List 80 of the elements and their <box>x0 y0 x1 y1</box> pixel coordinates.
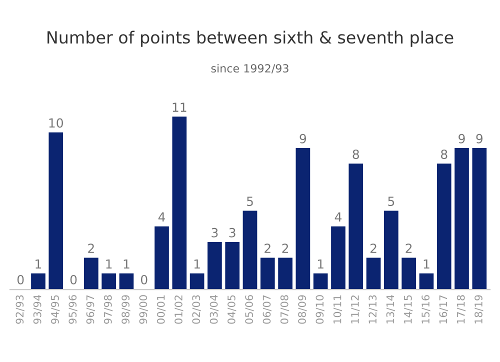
data-label: 1 <box>194 259 200 269</box>
bar <box>31 273 46 290</box>
data-label: 5 <box>246 196 253 206</box>
data-label: 10 <box>49 118 64 128</box>
bar <box>419 273 434 290</box>
x-tick-label: 02/03 <box>192 295 201 324</box>
data-label: 4 <box>334 212 342 222</box>
bar <box>208 242 222 290</box>
bar <box>454 148 469 290</box>
x-tick-label: 10/11 <box>333 295 342 324</box>
x-tick-label: 03/04 <box>210 295 219 324</box>
data-label: 0 <box>17 274 24 284</box>
x-tick-label: 05/06 <box>245 295 254 324</box>
data-label: 9 <box>458 134 465 144</box>
x-tick-label: 92/93 <box>16 295 24 324</box>
x-tick-label: 18/19 <box>474 295 484 324</box>
bar <box>154 226 169 290</box>
x-tick-label: 99/00 <box>139 295 148 324</box>
x-tick-label: 08/09 <box>298 295 307 324</box>
bar <box>84 258 98 290</box>
x-tick-label: 93/94 <box>33 295 42 324</box>
data-label: 1 <box>124 259 130 269</box>
data-label: 2 <box>406 244 412 253</box>
x-tick-label: 95/96 <box>68 295 78 324</box>
bar <box>260 258 275 290</box>
x-tick-label: 13/14 <box>386 295 396 324</box>
chart-title: Number of points between sixth & seventh place <box>48 30 454 47</box>
data-label: 9 <box>300 134 306 144</box>
data-label: 8 <box>440 150 448 160</box>
bar <box>278 258 292 290</box>
x-tick-label: 97/98 <box>104 295 113 324</box>
data-label: 2 <box>88 244 94 253</box>
chart-subtitle: since 1992/93 <box>211 64 288 74</box>
bar <box>366 258 381 290</box>
data-label: 2 <box>264 244 270 253</box>
bar <box>384 210 398 290</box>
data-label: 1 <box>36 259 42 269</box>
x-tick-label: 96/97 <box>86 295 96 324</box>
data-label: 11 <box>172 102 186 112</box>
data-label: 9 <box>476 134 483 144</box>
bar <box>190 273 204 290</box>
bar <box>172 116 187 290</box>
data-label: 1 <box>106 259 112 269</box>
data-label: 1 <box>424 259 430 269</box>
bar <box>436 164 452 290</box>
bar <box>472 148 487 290</box>
bar <box>225 242 240 290</box>
x-tick-label: 17/18 <box>456 295 466 324</box>
data-label: 5 <box>388 196 394 206</box>
x-tick-label: 00/01 <box>156 295 166 324</box>
x-tick-label: 06/07 <box>262 295 272 324</box>
data-label: 0 <box>70 274 77 284</box>
bar <box>331 226 346 290</box>
x-tick-label: 11/12 <box>351 296 360 324</box>
bar <box>119 273 134 290</box>
x-tick-label: 01/02 <box>174 296 184 324</box>
data-label: 8 <box>352 150 360 160</box>
x-tick-label: 12/13 <box>368 295 378 324</box>
data-label: 0 <box>140 274 148 284</box>
bar <box>313 273 328 290</box>
data-label: 3 <box>212 228 218 238</box>
bar <box>348 164 364 290</box>
x-tick-label: 07/08 <box>280 295 290 324</box>
data-label: 2 <box>370 244 376 253</box>
bar <box>296 148 310 290</box>
bar <box>242 210 258 290</box>
data-label: 1 <box>318 259 324 269</box>
data-label: 4 <box>158 212 166 222</box>
bar <box>402 258 416 290</box>
x-tick-label: 09/10 <box>316 295 324 324</box>
data-label: 2 <box>282 244 288 253</box>
x-tick-label: 15/16 <box>422 295 430 324</box>
x-tick-label: 16/17 <box>439 295 448 324</box>
x-tick-label: 98/99 <box>122 295 130 324</box>
x-tick-label: 14/15 <box>404 295 413 324</box>
x-tick-label: 04/05 <box>227 295 236 324</box>
bar <box>102 273 116 290</box>
bar <box>48 132 64 290</box>
data-label: 3 <box>229 228 236 238</box>
x-tick-label: 94/95 <box>51 295 60 324</box>
